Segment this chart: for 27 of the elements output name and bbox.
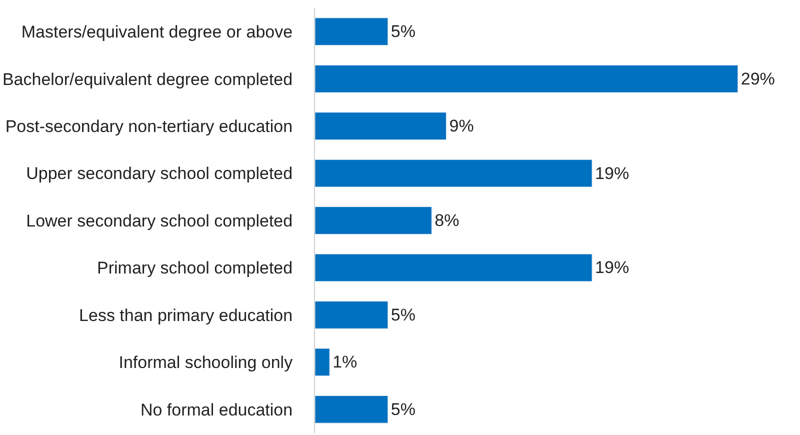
- bar: [315, 301, 388, 329]
- y-tick-label: Lower secondary school completed: [26, 211, 293, 230]
- y-tick-label: Primary school completed: [97, 258, 293, 278]
- data-label: 19%: [595, 164, 630, 183]
- data-label: 29%: [740, 69, 775, 88]
- bar: [315, 348, 330, 376]
- bar: [315, 64, 738, 93]
- y-tick-label: No formal education: [140, 400, 293, 420]
- y-tick-label: Upper secondary school completed: [26, 164, 293, 184]
- data-label: 5%: [390, 400, 416, 419]
- bar: [315, 206, 432, 234]
- data-label: 5%: [390, 22, 416, 42]
- data-label: 1%: [332, 352, 358, 372]
- y-tick-label: Bachelor/equivalent degree completed: [2, 70, 293, 89]
- y-tick-label: Post-secondary non-tertiary education: [5, 117, 293, 136]
- data-label: 19%: [595, 258, 630, 278]
- data-label: 9%: [449, 116, 474, 136]
- bar: [315, 395, 388, 424]
- y-tick-label: Less than primary education: [79, 306, 293, 325]
- data-label: 8%: [434, 211, 460, 230]
- bar: [315, 112, 446, 140]
- data-label: 5%: [390, 305, 416, 324]
- bar: [315, 18, 388, 46]
- bar: [315, 159, 592, 188]
- y-tick-label: Masters/equivalent degree or above: [21, 22, 293, 42]
- y-tick-label: Informal schooling only: [118, 353, 294, 372]
- bar: [315, 254, 592, 282]
